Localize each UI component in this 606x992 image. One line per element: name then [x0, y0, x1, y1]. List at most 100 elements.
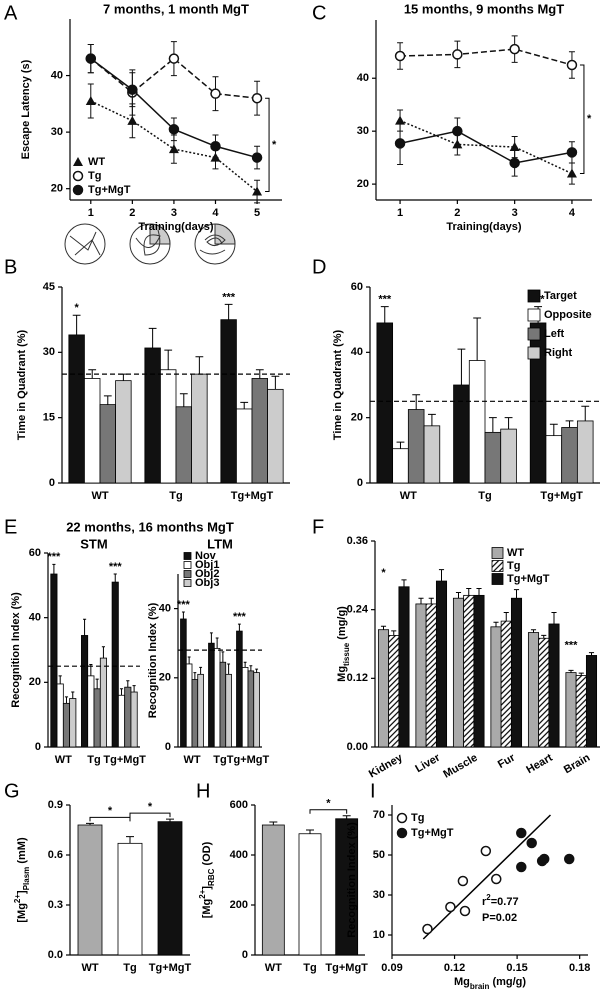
y-tick-label: 40 [351, 346, 363, 358]
label-part: brain [470, 982, 490, 991]
x-tick-label: Tg [169, 490, 182, 502]
x-tick-label: Tg [303, 962, 316, 974]
marker [251, 152, 263, 163]
label-part: 2+ [198, 889, 207, 898]
x-tick-label: WT [91, 490, 108, 502]
y-tick-label: 0.0 [48, 949, 63, 961]
error-bar [113, 573, 117, 583]
error-bar [101, 646, 106, 659]
x-tick-label: Tg [123, 962, 136, 974]
error-bar [541, 634, 547, 639]
x-tick-label: 2 [454, 207, 460, 219]
error-bar [240, 401, 249, 409]
bar [115, 380, 132, 484]
y-axis-label: Recognition Index (%) [346, 822, 358, 938]
bar [453, 384, 470, 484]
label-part: [Mg [201, 899, 213, 919]
legend-swatch [491, 560, 504, 572]
error-bar [551, 612, 557, 624]
track-path [135, 229, 161, 256]
x-tick-label: Brain [562, 752, 593, 777]
y-tick-label: 600 [230, 799, 248, 811]
panel-letter: D [312, 256, 326, 278]
x-tick-label: Muscle [441, 752, 479, 781]
chart-title: 15 months, 9 months MgT [404, 1, 564, 16]
fit-line [422, 814, 551, 940]
panel-letter: F [312, 516, 324, 538]
marker [452, 125, 463, 137]
bar [68, 334, 85, 484]
bar [298, 833, 322, 956]
y-tick-label: 45 [43, 281, 55, 293]
marker [251, 92, 263, 104]
label-part: Mg [336, 666, 348, 682]
label-part: (mM) [16, 837, 28, 867]
error-bar [221, 651, 225, 663]
legend-label: Tg [411, 812, 424, 824]
x-tick-label: Tg+MgT [325, 962, 368, 974]
annotation: P=0.02 [482, 912, 517, 924]
y-tick-label: 20 [159, 672, 171, 684]
bar [241, 667, 249, 748]
legend-label: WT [88, 156, 105, 168]
significance: * [148, 801, 153, 813]
error-bar [119, 688, 124, 696]
significance: *** [177, 599, 191, 611]
error-bar [237, 623, 241, 632]
y-tick-label: 20 [351, 412, 363, 424]
legend-swatch [183, 552, 192, 560]
bar [423, 425, 441, 484]
marker [491, 873, 502, 885]
bar [576, 420, 594, 484]
bar [117, 694, 126, 748]
bar [50, 573, 58, 748]
legend-swatch [183, 561, 192, 569]
panel-letter: H [196, 780, 210, 802]
bar [407, 409, 425, 484]
y-tick-label: 50 [373, 849, 385, 861]
marker [127, 84, 138, 95]
y-tick-label: 0.00 [347, 741, 368, 753]
y-axis-label: Time in Quadrant (%) [16, 329, 28, 440]
label-part: ] [201, 886, 213, 890]
chart-title: 7 months, 1 month MgT [103, 1, 249, 16]
error-bar [58, 675, 62, 684]
bar [160, 369, 177, 484]
error-bar [187, 656, 191, 664]
significance: * [74, 302, 79, 314]
error-bar [412, 394, 421, 410]
legend-label: Obj1 [195, 559, 219, 571]
marker [396, 827, 408, 839]
bar [197, 673, 204, 748]
error-bar [255, 369, 264, 379]
y-tick-label: 40 [357, 72, 369, 84]
legend-label: Tg+MgT [88, 184, 131, 196]
marker [452, 49, 463, 60]
track-quadrant [149, 223, 171, 245]
error-bar [391, 630, 397, 636]
panel-letter: C [312, 2, 326, 24]
bar [261, 824, 285, 956]
error-bar [209, 632, 213, 644]
x-tick-label: 1 [397, 207, 403, 219]
x-tick-label: Tg+MgT [540, 490, 583, 502]
legend-label: Tg+MgT [507, 573, 550, 585]
error-bar [380, 306, 389, 323]
marker [538, 853, 550, 865]
legend-swatch [527, 346, 541, 360]
bar [538, 637, 550, 748]
track-quadrant [214, 223, 236, 245]
bar [191, 679, 199, 748]
track-icon [64, 223, 106, 265]
y-tick-label: 20 [29, 676, 41, 688]
y-axis-label: Recognition Index (%) [10, 592, 22, 708]
y-tick-label: 30 [43, 346, 55, 358]
x-axis-label: Training(days) [138, 221, 214, 233]
panel-letter: B [4, 256, 17, 278]
legend-label: Left [544, 328, 565, 340]
significance: * [272, 139, 277, 151]
bar [157, 821, 183, 956]
label-part: tissue [342, 642, 351, 666]
error-bar [199, 666, 203, 675]
y-tick-label: 0.6 [48, 849, 63, 861]
